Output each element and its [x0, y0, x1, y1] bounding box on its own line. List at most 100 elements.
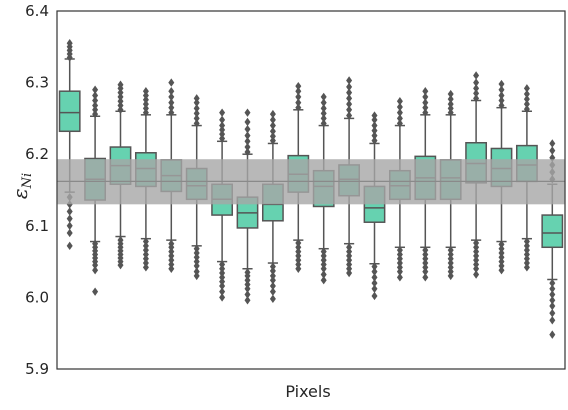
outlier-point	[473, 84, 480, 93]
outlier-point	[473, 71, 480, 80]
outlier-point	[168, 103, 175, 112]
outlier-point	[549, 316, 556, 325]
outlier-point	[371, 273, 378, 282]
outlier-point	[320, 247, 327, 256]
outlier-point	[346, 76, 353, 85]
outlier-point	[244, 290, 251, 299]
outlier-point	[269, 132, 276, 141]
outlier-point	[142, 99, 149, 109]
outlier-point	[346, 243, 353, 252]
outlier-point	[396, 97, 403, 106]
outlier-point	[320, 92, 327, 102]
outlier-point	[447, 94, 454, 104]
outlier-point	[269, 127, 276, 136]
outlier-point	[498, 257, 505, 266]
outlier-point	[346, 247, 353, 256]
box-7	[211, 108, 234, 302]
outlier-point	[193, 248, 200, 258]
outlier-point	[473, 255, 480, 265]
outlier-point	[447, 254, 454, 263]
outlier-point	[142, 108, 149, 117]
outlier-point	[371, 291, 378, 301]
y-tick-label: 6.0	[25, 288, 49, 306]
outlier-point	[219, 277, 226, 286]
outlier-point	[269, 281, 276, 291]
outlier-point	[473, 247, 480, 256]
outlier-point	[346, 105, 353, 115]
outlier-point	[244, 284, 251, 294]
y-tick-label: 6.1	[25, 217, 49, 235]
outlier-point	[219, 273, 226, 282]
outlier-point	[244, 271, 251, 281]
outlier-point	[549, 278, 556, 288]
outlier-point	[92, 101, 99, 110]
outlier-point	[396, 245, 403, 255]
outlier-point	[346, 82, 353, 92]
outlier-point	[193, 94, 200, 103]
outlier-point	[447, 89, 454, 99]
outlier-point	[295, 264, 302, 273]
outlier-point	[193, 98, 200, 107]
outlier-point	[66, 241, 73, 251]
outlier-point	[142, 86, 149, 96]
outlier-point	[422, 258, 429, 268]
box-8	[236, 108, 259, 305]
outlier-point	[523, 104, 530, 114]
outlier-point	[422, 250, 429, 259]
outlier-point	[168, 108, 175, 117]
outlier-point	[371, 111, 378, 120]
outlier-point	[92, 287, 99, 296]
box-iqr	[541, 214, 564, 249]
outlier-point	[219, 115, 226, 125]
y-tick-label: 5.9	[25, 360, 49, 378]
outlier-point	[92, 85, 99, 94]
outlier-point	[473, 243, 480, 252]
outlier-point	[473, 260, 480, 269]
y-axis-label-sub: Ni	[20, 173, 35, 190]
outlier-point	[396, 102, 403, 112]
outlier-point	[219, 125, 226, 135]
outlier-point	[549, 296, 556, 305]
outlier-point	[498, 79, 505, 89]
outlier-point	[269, 276, 276, 285]
outlier-point	[346, 88, 353, 97]
outlier-point	[371, 121, 378, 130]
outlier-point	[320, 270, 327, 279]
outlier-point	[168, 247, 175, 256]
outlier-point	[269, 109, 276, 119]
outlier-point	[396, 273, 403, 282]
y-axis-label: εNi	[8, 173, 35, 199]
outlier-point	[523, 84, 530, 93]
outlier-point	[346, 264, 353, 273]
outlier-point	[117, 101, 124, 110]
outlier-point	[447, 108, 454, 117]
outlier-point	[498, 261, 505, 271]
outlier-point	[523, 99, 530, 109]
outlier-point	[371, 262, 378, 271]
outlier-point	[193, 114, 200, 123]
outlier-point	[549, 146, 556, 155]
outlier-point	[244, 147, 251, 157]
outlier-point	[295, 260, 302, 269]
outlier-point	[396, 108, 403, 117]
outlier-point	[447, 271, 454, 281]
outlier-point	[117, 88, 124, 97]
outlier-point	[320, 260, 327, 269]
outlier-point	[346, 94, 353, 103]
outlier-point	[168, 92, 175, 102]
outlier-point	[320, 276, 327, 285]
outlier-point	[473, 238, 480, 248]
outlier-point	[66, 214, 73, 223]
outlier-point	[193, 104, 200, 113]
outlier-point	[371, 136, 378, 145]
outlier-point	[269, 136, 276, 145]
outlier-point	[523, 245, 530, 255]
outlier-point	[295, 81, 302, 91]
outlier-point	[168, 243, 175, 252]
outlier-point	[117, 80, 124, 89]
outlier-point	[117, 97, 124, 106]
outlier-point	[295, 86, 302, 96]
outlier-point	[295, 255, 302, 265]
outlier-point	[219, 121, 226, 130]
outlier-point	[498, 265, 505, 275]
